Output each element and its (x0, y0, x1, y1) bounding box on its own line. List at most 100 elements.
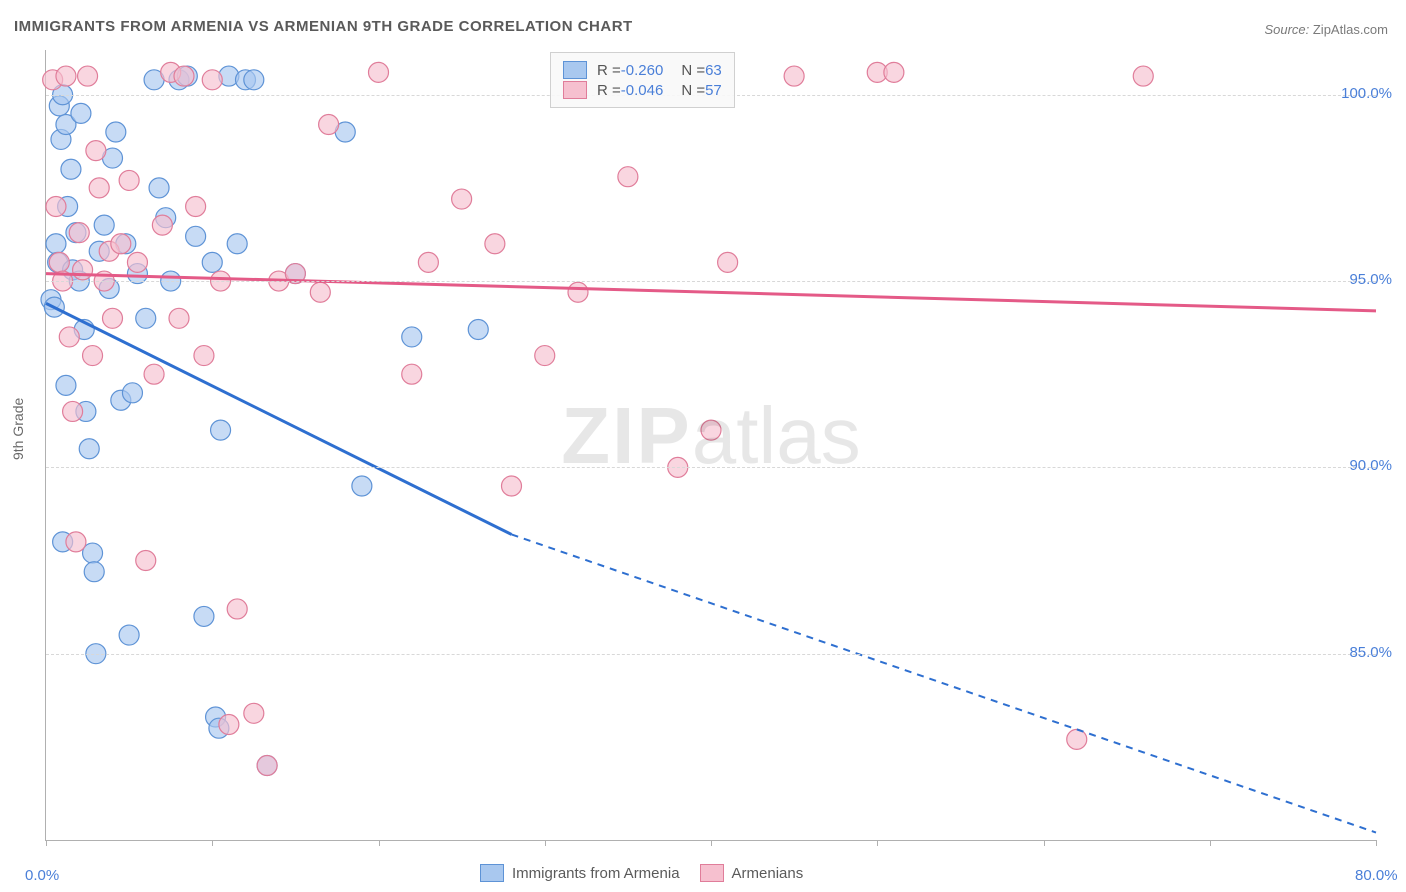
data-point-armenians (174, 66, 194, 86)
y-tick-label: 100.0% (1341, 85, 1392, 102)
data-point-immigrants (136, 308, 156, 328)
data-point-armenians (69, 223, 89, 243)
data-point-immigrants (244, 70, 264, 90)
chart-svg (46, 50, 1376, 840)
data-point-immigrants (194, 606, 214, 626)
data-point-armenians (701, 420, 721, 440)
x-tick (1376, 840, 1377, 846)
legend-n-label: N = (681, 62, 705, 79)
data-point-immigrants (352, 476, 372, 496)
data-point-armenians (119, 170, 139, 190)
data-point-armenians (194, 346, 214, 366)
data-point-armenians (86, 141, 106, 161)
data-point-armenians (59, 327, 79, 347)
data-point-armenians (56, 66, 76, 86)
data-point-armenians (89, 178, 109, 198)
data-point-armenians (144, 364, 164, 384)
data-point-armenians (136, 551, 156, 571)
data-point-immigrants (119, 625, 139, 645)
data-point-armenians (78, 66, 98, 86)
legend-r-label: R = (597, 62, 621, 79)
data-point-armenians (103, 308, 123, 328)
data-point-immigrants (402, 327, 422, 347)
x-tick (379, 840, 380, 846)
data-point-armenians (219, 714, 239, 734)
data-point-armenians (418, 252, 438, 272)
data-point-armenians (502, 476, 522, 496)
data-point-armenians (202, 70, 222, 90)
data-point-immigrants (84, 562, 104, 582)
data-point-immigrants (106, 122, 126, 142)
data-point-armenians (884, 62, 904, 82)
data-point-armenians (402, 364, 422, 384)
data-point-immigrants (46, 234, 66, 254)
legend-label: Immigrants from Armenia (512, 865, 680, 882)
legend-stat-row: R = -0.260N = 63 (563, 61, 722, 79)
data-point-armenians (63, 401, 83, 421)
data-point-armenians (83, 346, 103, 366)
legend-swatch (563, 61, 587, 79)
legend-item: Armenians (700, 864, 804, 882)
gridline (46, 467, 1376, 468)
trendline-extrapolated-immigrants (512, 534, 1377, 832)
data-point-armenians (618, 167, 638, 187)
legend-r-value: -0.046 (621, 82, 664, 99)
data-point-armenians (127, 252, 147, 272)
data-point-armenians (186, 197, 206, 217)
legend-stat-row: R = -0.046N = 57 (563, 81, 722, 99)
legend-r-value: -0.260 (621, 62, 664, 79)
data-point-armenians (169, 308, 189, 328)
data-point-immigrants (61, 159, 81, 179)
data-point-immigrants (149, 178, 169, 198)
x-tick (212, 840, 213, 846)
x-tick-label: 80.0% (1355, 867, 1398, 884)
data-point-armenians (452, 189, 472, 209)
data-point-immigrants (202, 252, 222, 272)
chart-title: IMMIGRANTS FROM ARMENIA VS ARMENIAN 9TH … (14, 18, 633, 35)
legend-swatch (563, 81, 587, 99)
data-point-armenians (46, 197, 66, 217)
trendline-armenians (46, 274, 1376, 311)
data-point-armenians (319, 115, 339, 135)
source-value: ZipAtlas.com (1313, 22, 1388, 37)
trendline-immigrants (46, 303, 512, 534)
data-point-armenians (152, 215, 172, 235)
legend-bottom: Immigrants from Armenia Armenians (480, 864, 803, 882)
data-point-immigrants (227, 234, 247, 254)
data-point-armenians (227, 599, 247, 619)
gridline (46, 281, 1376, 282)
data-point-armenians (568, 282, 588, 302)
legend-swatch (700, 864, 724, 882)
data-point-armenians (784, 66, 804, 86)
source-credit: Source: ZipAtlas.com (1264, 22, 1388, 37)
x-tick (545, 840, 546, 846)
data-point-armenians (718, 252, 738, 272)
x-tick-label: 0.0% (25, 867, 59, 884)
legend-item: Immigrants from Armenia (480, 864, 680, 882)
data-point-armenians (535, 346, 555, 366)
legend-r-label: R = (597, 82, 621, 99)
data-point-immigrants (71, 103, 91, 123)
data-point-immigrants (122, 383, 142, 403)
data-point-armenians (73, 260, 93, 280)
data-point-armenians (111, 234, 131, 254)
legend-stats: R = -0.260N = 63R = -0.046N = 57 (550, 52, 735, 108)
data-point-immigrants (56, 375, 76, 395)
gridline (46, 654, 1376, 655)
y-tick-label: 90.0% (1349, 457, 1392, 474)
y-tick-label: 85.0% (1349, 644, 1392, 661)
data-point-armenians (244, 703, 264, 723)
data-point-armenians (369, 62, 389, 82)
x-tick (1044, 840, 1045, 846)
x-tick (877, 840, 878, 846)
data-point-immigrants (468, 319, 488, 339)
y-axis-label: 9th Grade (10, 398, 26, 460)
legend-swatch (480, 864, 504, 882)
x-tick (46, 840, 47, 846)
x-tick (1210, 840, 1211, 846)
data-point-armenians (257, 755, 277, 775)
y-tick-label: 95.0% (1349, 271, 1392, 288)
source-label: Source: (1264, 22, 1312, 37)
data-point-immigrants (79, 439, 99, 459)
data-point-armenians (1133, 66, 1153, 86)
